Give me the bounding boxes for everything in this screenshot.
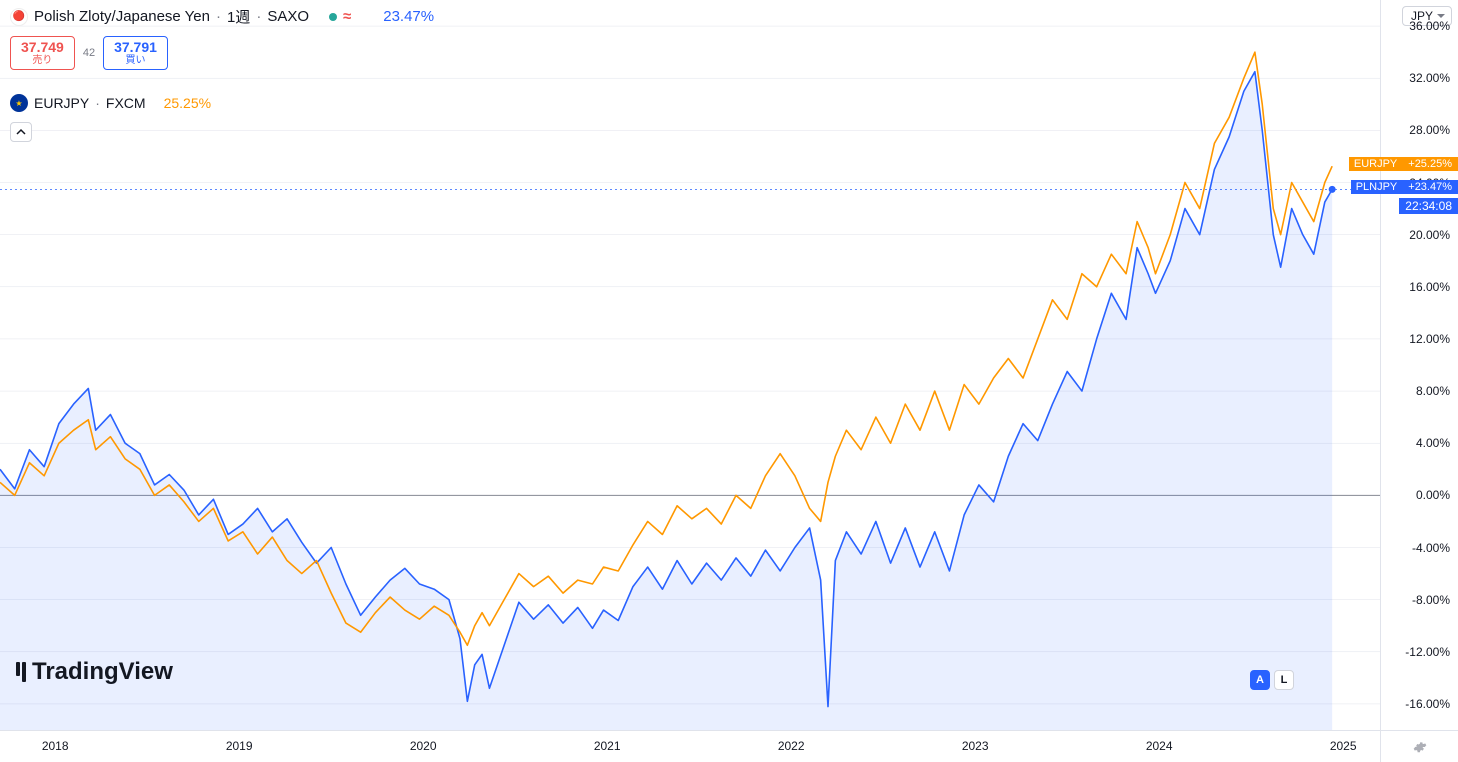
scale-mode-badges: A L — [1250, 670, 1294, 690]
x-axis-tick: 2019 — [226, 739, 253, 753]
spread-value: 42 — [81, 47, 97, 59]
price-tag: EURJPY+25.25% — [1349, 157, 1458, 171]
broker-label[interactable]: SAXO — [267, 8, 309, 25]
price-tag-symbol: EURJPY — [1349, 157, 1402, 171]
x-axis-tick: 2021 — [594, 739, 621, 753]
y-axis-tick: -12.00% — [1405, 645, 1450, 659]
approx-icon: ≈ — [343, 8, 351, 25]
watermark-text: TradingView — [32, 658, 173, 686]
sell-price: 37.749 — [21, 39, 64, 55]
y-axis-tick: 8.00% — [1416, 384, 1450, 398]
countdown-tag: 22:34:08 — [1399, 198, 1458, 214]
buy-price: 37.791 — [114, 39, 157, 55]
dot-sep: · — [95, 95, 100, 111]
x-axis-tick: 2022 — [778, 739, 805, 753]
chart-plot-area[interactable]: 🔴 Polish Zloty/Japanese Yen · 1週 · SAXO … — [0, 0, 1380, 730]
tv-logo-icon — [16, 662, 26, 682]
chevron-up-icon — [16, 127, 26, 137]
axis-corner — [1380, 730, 1458, 762]
symbol-title[interactable]: Polish Zloty/Japanese Yen — [34, 8, 210, 25]
price-tag: PLNJPY+23.47% — [1351, 180, 1458, 194]
auto-scale-badge[interactable]: A — [1250, 670, 1270, 690]
y-axis-tick: -16.00% — [1405, 697, 1450, 711]
y-axis-tick: -4.00% — [1412, 541, 1450, 555]
symbol-header: 🔴 Polish Zloty/Japanese Yen · 1週 · SAXO … — [10, 6, 434, 27]
secondary-change-pct: 25.25% — [164, 95, 211, 111]
secondary-symbol-row: EURJPY · FXCM 25.25% — [10, 94, 211, 112]
buy-button[interactable]: 37.791 買い — [103, 36, 168, 70]
y-axis-tick: 20.00% — [1409, 228, 1450, 242]
dot-sep: · — [256, 8, 261, 25]
y-axis-tick: 36.00% — [1409, 19, 1450, 33]
price-tag-value: +25.25% — [1402, 157, 1458, 171]
x-axis-tick: 2024 — [1146, 739, 1173, 753]
price-tag-symbol: PLNJPY — [1351, 180, 1403, 194]
collapse-legend-button[interactable] — [10, 122, 32, 142]
y-axis-tick: 16.00% — [1409, 280, 1450, 294]
x-axis-tick: 2018 — [42, 739, 69, 753]
y-axis-tick: 32.00% — [1409, 71, 1450, 85]
dot-sep: · — [216, 8, 221, 25]
bid-ask-row: 37.749 売り 42 37.791 買い — [10, 36, 168, 70]
price-tag-value: +23.47% — [1402, 180, 1458, 194]
sell-button[interactable]: 37.749 売り — [10, 36, 75, 70]
gear-icon[interactable] — [1413, 740, 1427, 754]
y-axis[interactable]: JPY -16.00%-12.00%-8.00%-4.00%0.00%4.00%… — [1380, 0, 1458, 730]
y-axis-tick: 0.00% — [1416, 488, 1450, 502]
secondary-broker[interactable]: FXCM — [106, 95, 146, 111]
y-axis-tick: 4.00% — [1416, 436, 1450, 450]
y-axis-tick: 12.00% — [1409, 332, 1450, 346]
tradingview-watermark: TradingView — [16, 658, 173, 686]
interval-label[interactable]: 1週 — [227, 6, 250, 27]
y-axis-tick: 28.00% — [1409, 123, 1450, 137]
eu-flag-icon — [10, 94, 28, 112]
y-axis-tick: -8.00% — [1412, 593, 1450, 607]
buy-label: 買い — [114, 55, 157, 67]
x-axis-tick: 2025 — [1330, 739, 1357, 753]
x-axis-tick: 2023 — [962, 739, 989, 753]
market-status-icon — [329, 13, 337, 21]
sell-label: 売り — [21, 55, 64, 67]
primary-change-pct: 23.47% — [383, 8, 434, 25]
flag-icon: 🔴 — [10, 8, 28, 26]
x-axis[interactable]: 2018 2019 2020 2021 2022 2023 2024 2025 — [0, 730, 1380, 762]
log-scale-badge[interactable]: L — [1274, 670, 1294, 690]
secondary-symbol[interactable]: EURJPY — [34, 95, 89, 111]
x-axis-tick: 2020 — [410, 739, 437, 753]
